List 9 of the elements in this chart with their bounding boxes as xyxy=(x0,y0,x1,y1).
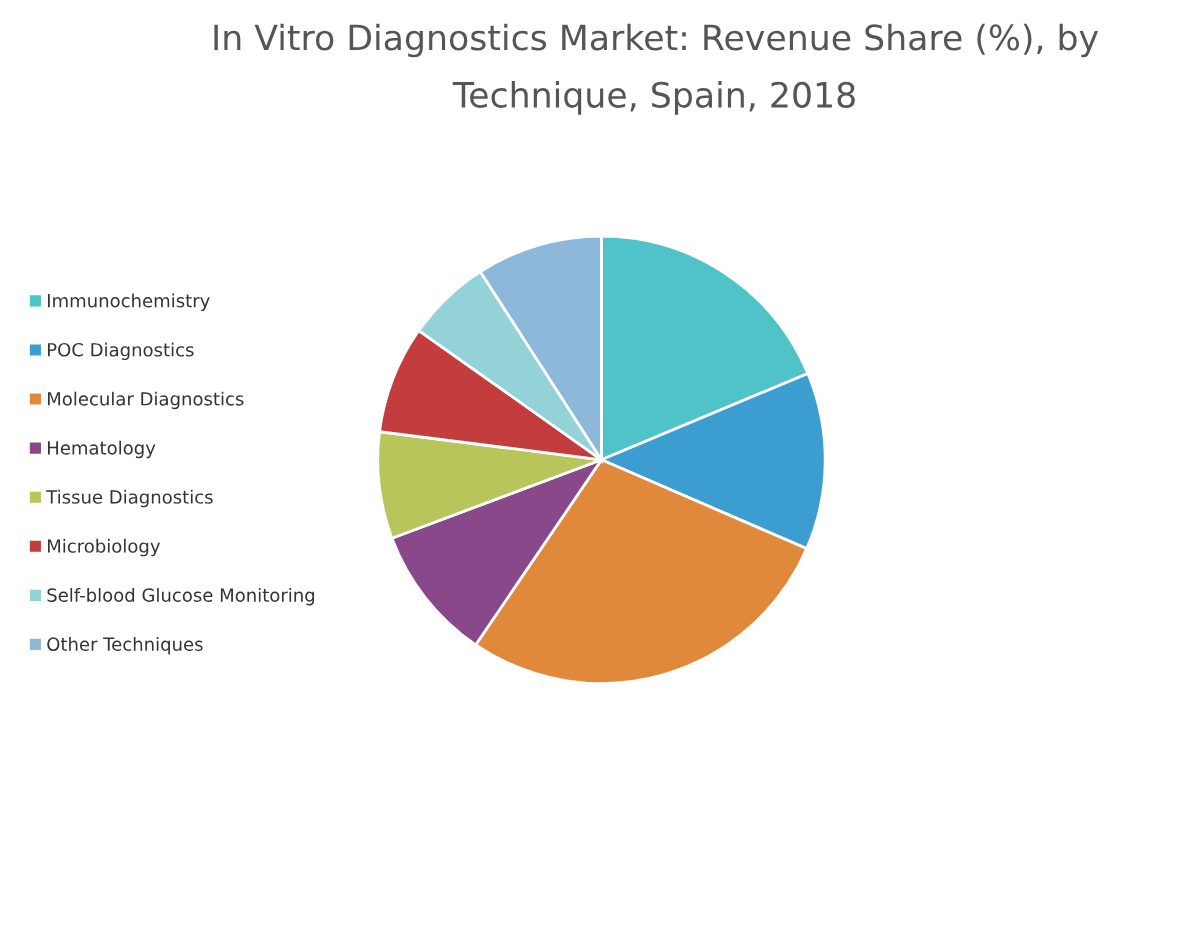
legend-label: Self-blood Glucose Monitoring xyxy=(47,587,315,606)
legend-label: Hematology xyxy=(47,440,156,459)
legend-label: Molecular Diagnostics xyxy=(47,391,244,410)
legend-label: POC Diagnostics xyxy=(47,342,194,361)
chart-title: In Vitro Diagnostics Market: Revenue Share (%), by Technique, Spain, 2018 xyxy=(214,23,1099,115)
legend-label: Tissue Diagnostics xyxy=(46,489,213,508)
legend-label: Immunochemistry xyxy=(47,293,210,311)
legend-label: Other Techniques xyxy=(47,637,203,655)
legend-label: Microbiology xyxy=(47,538,160,557)
